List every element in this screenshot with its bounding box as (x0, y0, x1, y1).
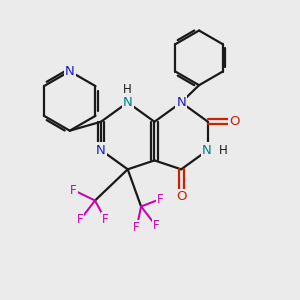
Text: F: F (153, 219, 159, 232)
Text: N: N (202, 143, 212, 157)
Text: O: O (230, 115, 240, 128)
Text: H: H (219, 143, 228, 157)
Text: F: F (102, 213, 109, 226)
Text: F: F (157, 193, 164, 206)
Text: N: N (96, 143, 106, 157)
Text: N: N (176, 96, 186, 109)
Text: F: F (133, 221, 140, 234)
Text: N: N (65, 65, 75, 78)
Text: O: O (176, 190, 187, 202)
Text: H: H (123, 83, 131, 97)
Text: N: N (123, 96, 133, 109)
Text: F: F (70, 184, 77, 196)
Text: F: F (77, 213, 83, 226)
